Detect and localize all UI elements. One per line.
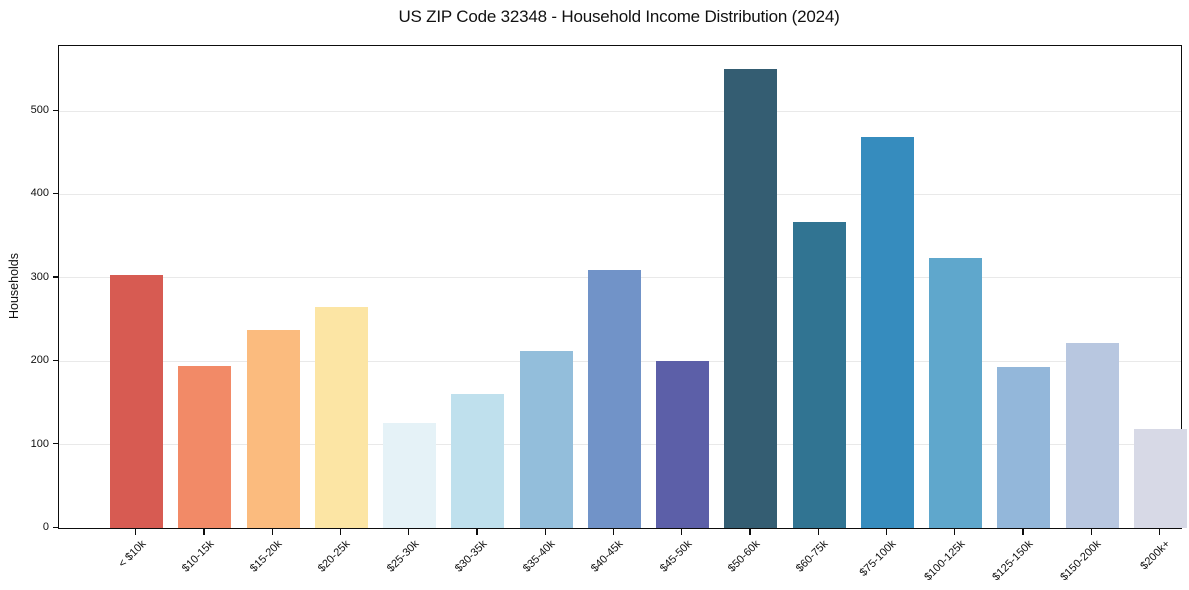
bar-$45-50k	[656, 361, 710, 528]
gridline-y-400	[59, 193, 1181, 195]
y-tick-label-300: 300	[30, 270, 49, 283]
bar-$20-25k	[314, 307, 368, 528]
y-tick-label-200: 200	[30, 354, 49, 367]
y-tick-mark-200	[53, 359, 58, 361]
bar-$75-100k	[860, 136, 914, 528]
x-tick-mark-7	[612, 528, 615, 535]
x-tick-mark-11	[885, 528, 888, 535]
bar-$50-60k	[724, 69, 778, 528]
bar-$100-125k	[929, 257, 983, 528]
x-tick-mark-9	[749, 528, 751, 535]
y-axis-title: Households	[7, 252, 21, 320]
chart-title: US ZIP Code 32348 - Household Income Dis…	[398, 7, 840, 26]
x-tick-mark-12	[954, 528, 956, 535]
bar-$15-20k	[246, 330, 300, 528]
bar-$125-150k	[997, 367, 1051, 528]
x-tick-mark-2	[271, 528, 273, 535]
bar-$60-75k	[792, 221, 846, 528]
bar-$40-45k	[587, 270, 641, 528]
bar-$35-40k	[519, 351, 573, 528]
x-tick-mark-1	[203, 528, 205, 535]
x-tick-label-0: < $10k	[115, 538, 148, 571]
bar-$150-200k	[1065, 342, 1119, 528]
x-tick-mark-3	[339, 528, 342, 535]
bar-$10-15k	[178, 366, 232, 528]
x-tick-mark-8	[681, 528, 683, 535]
bar-$30-35k	[451, 393, 505, 528]
plot-area	[58, 45, 1187, 529]
y-tick-mark-500	[53, 109, 58, 111]
y-tick-label-400: 400	[30, 187, 49, 200]
y-tick-mark-0	[53, 526, 58, 528]
y-tick-label-100: 100	[30, 437, 49, 450]
y-tick-label-0: 0	[42, 521, 49, 533]
x-tick-mark-13	[1022, 528, 1024, 535]
x-tick-mark-15	[1159, 528, 1161, 535]
y-tick-mark-100	[53, 443, 58, 445]
x-tick-mark-0	[135, 528, 137, 535]
y-tick-mark-400	[53, 192, 58, 195]
y-tick-mark-300	[53, 276, 58, 278]
gridline-y-500	[59, 110, 1181, 112]
bar-$25-30k	[383, 422, 437, 528]
bar-$200k+	[1134, 428, 1187, 528]
x-tick-mark-5	[476, 528, 478, 535]
y-tick-label-500: 500	[30, 104, 49, 117]
x-tick-mark-10	[817, 528, 819, 535]
bar-< $10k	[110, 275, 163, 528]
x-tick-mark-6	[544, 528, 546, 535]
x-tick-mark-4	[408, 528, 410, 535]
x-tick-mark-14	[1090, 528, 1093, 535]
